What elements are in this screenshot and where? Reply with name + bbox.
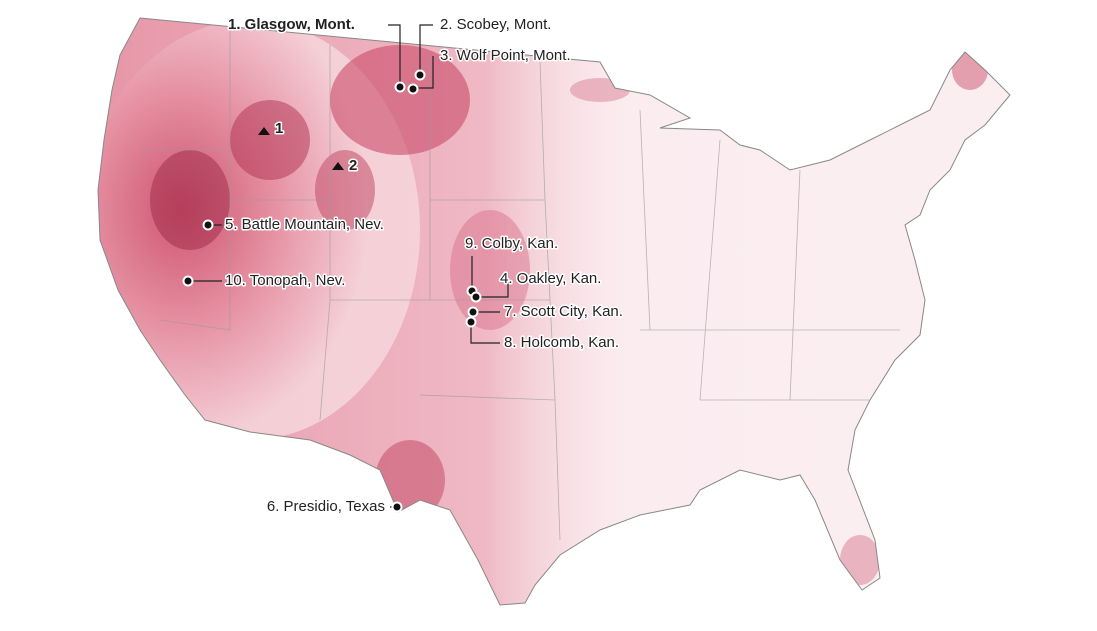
city-label: 1. Glasgow, Mont. (228, 16, 355, 33)
peak-label: 2 (349, 157, 357, 174)
city-label: 2. Scobey, Mont. (440, 16, 551, 33)
city-label: 6. Presidio, Texas (267, 498, 385, 515)
city-label: 9. Colby, Kan. (465, 235, 558, 252)
city-label: 4. Oakley, Kan. (500, 270, 601, 287)
state-borders (140, 30, 900, 541)
city-marker (414, 69, 426, 81)
city-marker (202, 219, 214, 231)
leader-line (476, 278, 509, 298)
city-marker (467, 306, 479, 318)
city-marker (470, 291, 482, 303)
city-marker (391, 501, 403, 513)
peak-marker (258, 127, 270, 135)
city-marker (407, 83, 419, 95)
leader-line (419, 24, 433, 73)
city-label: 5. Battle Mountain, Nev. (225, 216, 384, 233)
city-label: 8. Holcomb, Kan. (504, 334, 619, 351)
city-marker (394, 81, 406, 93)
city-marker (465, 316, 477, 328)
city-label: 3. Wolf Point, Mont. (440, 47, 571, 64)
leader-line (415, 56, 434, 89)
leader-line (388, 24, 401, 85)
peak-marker (332, 162, 344, 170)
leader-line (470, 323, 500, 344)
city-label: 10. Tonopah, Nev. (225, 272, 345, 289)
peak-label: 1 (275, 120, 283, 137)
city-marker (182, 275, 194, 287)
city-label: 7. Scott City, Kan. (504, 303, 623, 320)
